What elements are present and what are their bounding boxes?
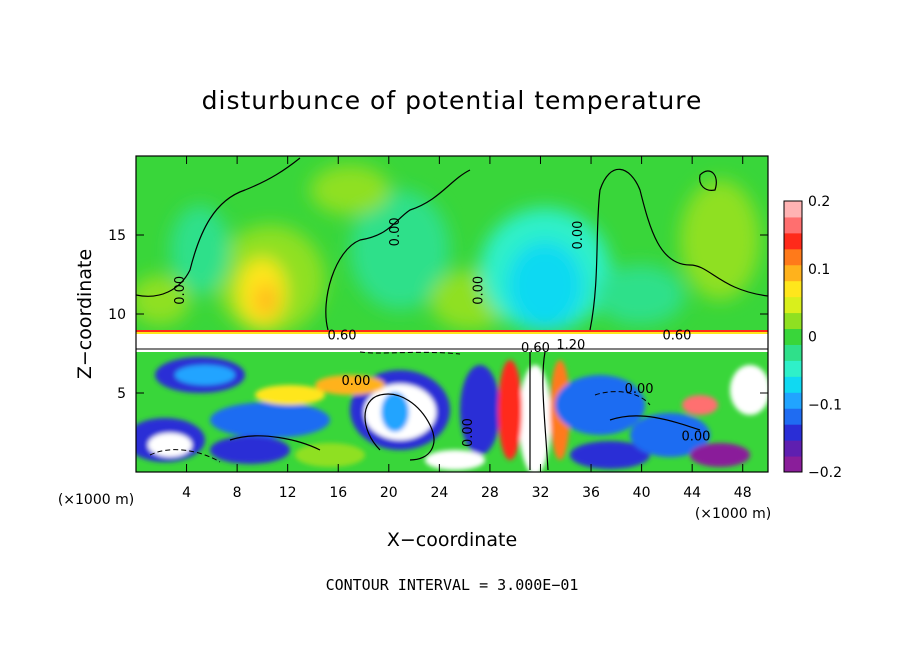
x-axis-label: X−coordinate xyxy=(387,529,517,551)
contour-interval-note: CONTOUR INTERVAL = 3.000E−01 xyxy=(325,576,579,594)
colorbar-tick-label: 0.1 xyxy=(808,262,830,278)
colorbar-tick-label: −0.2 xyxy=(808,465,842,481)
contour-label: 1.20 xyxy=(556,338,585,353)
colorbar-swatch xyxy=(784,296,802,314)
colorbar-frame xyxy=(783,200,803,473)
y-tick-label: 10 xyxy=(108,307,126,323)
x-tick-label: 8 xyxy=(233,485,242,501)
chart-title: disturbunce of potential temperature xyxy=(201,86,703,115)
heatmap-field xyxy=(136,156,768,472)
x-tick-label: 16 xyxy=(329,485,347,501)
lower-field-blobs xyxy=(136,357,768,472)
x-tick-label: 40 xyxy=(633,485,651,501)
colorbar-swatch xyxy=(784,360,802,377)
x-tick-label: 48 xyxy=(734,485,752,501)
colorbar-swatch xyxy=(784,264,802,282)
colorbar-swatch xyxy=(784,248,802,266)
colorbar-swatch xyxy=(784,424,802,441)
colorbar-ticks: 0.2 0.1 0 −0.1 −0.2 xyxy=(808,194,842,481)
colorbar-swatch xyxy=(784,456,802,473)
contour-label: 0.00 xyxy=(341,374,370,389)
x-axis-ticks: 4 8 12 16 20 24 28 32 36 40 44 48 xyxy=(182,156,752,501)
x-tick-label: 44 xyxy=(683,485,701,501)
contour-label: 0.60 xyxy=(328,328,357,343)
contour-lines xyxy=(136,157,768,471)
contour-label: 0.00 xyxy=(681,429,710,444)
contour-label: 0.60 xyxy=(521,341,550,356)
x-tick-label: 24 xyxy=(430,485,448,501)
x-unit-right: (×1000 m) xyxy=(695,506,771,522)
y-tick-label: 5 xyxy=(117,386,126,402)
colorbar-swatch xyxy=(784,440,802,457)
colorbar-swatch xyxy=(784,312,802,330)
colorbar-tick-label: 0 xyxy=(808,330,817,346)
colorbar-swatch xyxy=(784,328,802,345)
x-unit-left: (×1000 m) xyxy=(58,492,134,508)
colorbar-swatch xyxy=(784,232,802,250)
colorbar-tick-label: 0.2 xyxy=(808,194,830,210)
colorbar-swatch xyxy=(784,216,802,234)
x-tick-label: 28 xyxy=(481,485,499,501)
colorbar-swatch xyxy=(784,392,802,409)
contour-label: 0.00 xyxy=(471,276,486,305)
colorbar-tick-label: −0.1 xyxy=(808,397,842,413)
y-axis-ticks: 5 10 15 xyxy=(108,228,768,402)
x-tick-label: 36 xyxy=(582,485,600,501)
colorbar-swatch xyxy=(784,408,802,425)
contour-label: 0.60 xyxy=(663,328,692,343)
contour-label: 0.00 xyxy=(461,418,476,447)
colorbar-swatch xyxy=(784,201,802,218)
y-axis-label: Z−coordinate xyxy=(74,249,96,379)
contour-label: 0.00 xyxy=(571,221,586,250)
contour-label: 0.00 xyxy=(625,382,654,397)
x-tick-label: 4 xyxy=(182,485,191,501)
colorbar-swatch xyxy=(784,344,802,361)
x-tick-label: 12 xyxy=(279,485,297,501)
dashed-contour-lines xyxy=(149,351,651,463)
colorbar xyxy=(783,200,803,473)
contour-label: 0.00 xyxy=(173,276,188,305)
contour-labels: 0.00 0.00 0.00 0.00 0.60 0.60 0.60 1.20 0.00 0.00… xyxy=(173,217,710,447)
upper-field-blobs xyxy=(136,165,760,335)
x-tick-label: 32 xyxy=(532,485,550,501)
y-tick-label: 15 xyxy=(108,228,126,244)
x-tick-label: 20 xyxy=(380,485,398,501)
contour-label: 0.00 xyxy=(388,217,403,246)
colorbar-swatch xyxy=(784,280,802,298)
colorbar-swatch xyxy=(784,376,802,393)
